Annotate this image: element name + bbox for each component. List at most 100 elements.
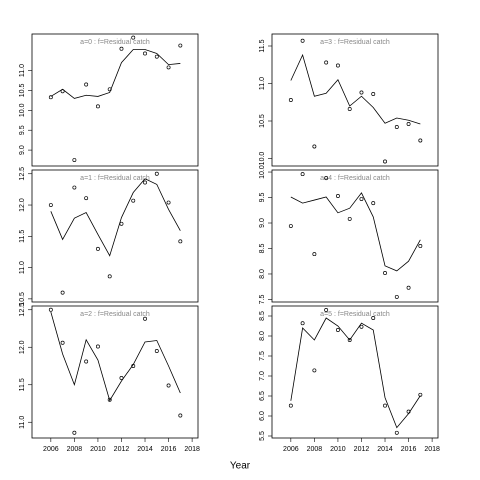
y-tick-label: 11.5 [259,39,266,52]
y-tick-label: 11.0 [19,64,26,77]
point [347,216,352,221]
x-tick-label: 2014 [137,446,153,453]
point [371,316,376,320]
panel-title: a=1 : f=Residual catch [80,175,150,182]
y-tick-label: 7.5 [259,351,266,361]
point [154,349,159,353]
y-tick-label: 9.0 [259,218,266,228]
fit-line [290,192,421,272]
point [394,430,399,435]
point [60,290,65,295]
panel [271,33,439,167]
point [119,221,124,226]
x-tick-label: 2006 [43,446,59,453]
point [300,38,305,43]
point [84,196,89,201]
point [371,92,376,96]
point [166,383,171,388]
y-tick-label: 6.0 [259,411,266,421]
x-tick-label: 2018 [424,446,440,453]
point [143,180,147,185]
point [383,270,387,275]
point [383,403,387,408]
y-tick-label: 10.0 [259,152,266,166]
point [143,51,147,56]
point [312,252,317,257]
point [166,200,171,205]
point [359,197,364,202]
point [359,324,364,329]
point [300,321,305,326]
point [406,285,411,290]
point [359,90,364,95]
x-tick-label: 2008 [307,446,323,453]
point [84,82,89,87]
panel [31,169,199,303]
point [347,107,352,111]
point [72,430,77,435]
fit-line [290,53,421,125]
point [119,46,124,51]
panel-title: a=5 : f=Residual catch [320,311,390,318]
x-tick-label: 2006 [283,446,299,453]
x-tick-label: 2016 [401,446,417,453]
point [288,98,293,102]
y-tick-label: 9.5 [259,193,266,203]
point [324,60,329,65]
point [418,138,423,143]
point [178,239,183,244]
point [48,203,53,207]
panel-title: a=3 : f=Residual catch [320,39,390,46]
panel [271,305,439,439]
point [143,316,147,321]
point [288,403,293,408]
point [178,413,183,418]
point [95,104,100,109]
x-axis-label: Year [230,461,251,472]
point [335,63,340,68]
point [60,340,65,345]
point [406,122,411,126]
y-tick-label: 8.5 [259,244,266,254]
y-tick-label: 10.5 [259,114,266,128]
y-tick-label: 11.0 [19,416,26,429]
y-tick-label: 11.5 [19,230,26,243]
fit-line [50,311,181,402]
y-tick-label: 12.0 [19,198,26,212]
y-tick-label: 8.0 [259,331,266,341]
y-tick-label: 9.0 [19,145,26,155]
point [107,274,112,279]
point [84,359,89,364]
point [418,243,423,248]
x-tick-label: 2016 [161,446,177,453]
x-tick-label: 2008 [67,446,83,453]
y-tick-label: 12.5 [19,303,26,317]
point [72,158,77,162]
y-tick-label: 7.5 [259,294,266,304]
panel [31,305,199,439]
y-tick-label: 10.5 [19,84,26,98]
y-tick-label: 7.0 [259,371,266,381]
panel-title: a=2 : f=Residual catch [80,311,150,318]
point [288,224,293,229]
point [418,392,423,397]
y-tick-label: 12.0 [19,340,26,354]
y-tick-label: 8.0 [259,269,266,279]
point [312,368,317,373]
x-tick-label: 2012 [114,446,130,453]
point [300,172,305,177]
point [371,201,376,206]
point [383,159,387,164]
point [72,185,77,190]
point [95,344,100,349]
fit-line [50,178,181,257]
y-tick-label: 11.0 [259,77,266,90]
point [324,176,329,181]
panel-title: a=4 : f=Residual catch [320,175,390,182]
y-tick-label: 9.5 [19,125,26,135]
x-tick-label: 2014 [377,446,393,453]
point [312,144,317,149]
x-tick-label: 2012 [354,446,370,453]
y-tick-label: 12.5 [19,167,26,181]
point [347,338,352,342]
